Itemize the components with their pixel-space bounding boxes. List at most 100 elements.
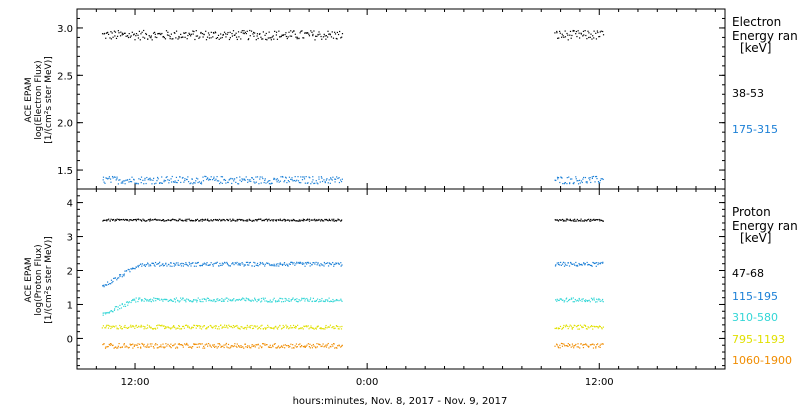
data-point — [309, 299, 311, 301]
data-point — [157, 32, 160, 35]
data-point — [179, 328, 181, 330]
data-point — [212, 265, 214, 267]
data-point — [264, 218, 266, 221]
data-point — [124, 305, 127, 308]
data-point — [215, 178, 217, 180]
data-point — [273, 178, 275, 181]
data-point — [199, 219, 201, 222]
data-point — [136, 218, 138, 220]
data-point — [292, 324, 295, 327]
data-point — [150, 35, 153, 37]
data-point — [158, 262, 160, 265]
data-point — [220, 219, 222, 221]
data-point — [563, 343, 565, 345]
data-point — [268, 183, 271, 185]
data-point — [266, 300, 268, 302]
data-point — [558, 37, 560, 39]
data-point — [255, 176, 257, 178]
data-point — [289, 263, 291, 265]
data-point — [166, 299, 168, 301]
data-point — [203, 298, 206, 300]
data-point — [212, 36, 214, 38]
data-point — [159, 325, 162, 327]
data-point — [151, 343, 153, 345]
data-point — [173, 298, 176, 300]
data-point — [283, 262, 286, 264]
data-point — [602, 220, 604, 222]
data-point — [205, 263, 207, 265]
data-point — [166, 345, 168, 347]
data-point — [582, 326, 584, 329]
data-point — [103, 219, 105, 221]
data-point — [258, 347, 260, 349]
data-point — [261, 346, 263, 348]
data-point — [554, 265, 557, 267]
data-point — [195, 180, 197, 182]
data-point — [143, 29, 145, 32]
data-point — [160, 182, 162, 184]
data-point — [187, 34, 189, 37]
data-point — [172, 218, 174, 220]
data-point — [245, 176, 247, 178]
data-point — [163, 325, 165, 327]
data-point — [599, 262, 602, 265]
y-tick-label: 1 — [67, 300, 73, 311]
data-point — [288, 176, 291, 178]
data-point — [333, 343, 335, 345]
data-point — [203, 263, 205, 265]
data-point — [303, 263, 305, 265]
data-point — [138, 264, 140, 266]
y-tick-label: 2.5 — [57, 71, 73, 82]
data-point — [208, 179, 210, 181]
data-point — [247, 326, 249, 328]
data-point — [200, 301, 202, 303]
data-point — [328, 219, 331, 221]
data-point — [132, 343, 134, 345]
data-point — [165, 176, 167, 179]
electron-legend-title-line1: Electron — [732, 15, 781, 29]
data-point — [306, 261, 308, 264]
data-point — [285, 324, 287, 326]
data-point — [135, 218, 137, 221]
data-point — [300, 219, 302, 221]
data-point — [213, 325, 215, 327]
data-point — [152, 262, 154, 264]
data-point — [305, 219, 307, 222]
data-point — [575, 343, 577, 346]
data-point — [279, 262, 281, 264]
data-point — [168, 345, 170, 347]
data-point — [587, 264, 589, 266]
data-point — [285, 35, 287, 38]
data-point — [307, 299, 309, 301]
data-point — [186, 342, 188, 345]
data-point — [203, 347, 206, 349]
data-point — [261, 220, 263, 222]
data-point — [170, 181, 173, 183]
data-point — [113, 347, 115, 349]
data-point — [152, 328, 154, 330]
data-point — [318, 219, 320, 221]
data-point — [585, 219, 587, 222]
data-point — [564, 181, 566, 184]
data-point — [163, 346, 165, 348]
data-point — [127, 36, 130, 39]
data-point — [316, 264, 318, 266]
data-point — [278, 30, 280, 32]
data-point — [312, 343, 314, 346]
data-point — [267, 262, 269, 264]
data-point — [581, 264, 583, 266]
data-point — [273, 265, 275, 267]
data-point — [161, 182, 163, 184]
data-point — [575, 176, 577, 178]
data-point — [130, 181, 133, 183]
data-point — [113, 277, 115, 280]
data-point — [315, 35, 317, 37]
data-point — [217, 34, 220, 36]
data-point — [596, 301, 598, 303]
data-point — [557, 178, 559, 180]
data-point — [328, 297, 330, 299]
data-point — [289, 345, 291, 348]
data-point — [189, 300, 191, 302]
data-point — [579, 220, 581, 222]
data-point — [243, 347, 245, 349]
